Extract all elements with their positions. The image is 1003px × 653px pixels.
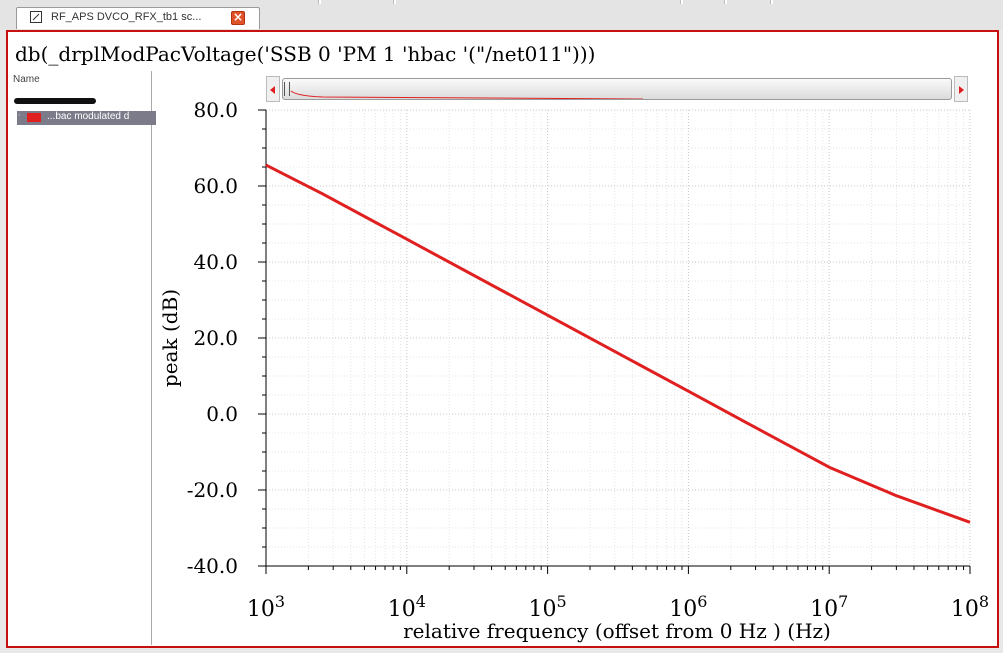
tab-label: RF_APS DVCO_RFX_tb1 sc... [51, 11, 202, 23]
x-tick-base: 10 [810, 597, 838, 622]
grid [265, 109, 971, 567]
x-tick-label: 104 [388, 592, 426, 622]
scroll-right-arrow-icon[interactable] [954, 76, 968, 102]
y-tick-label: 40.0 [193, 250, 238, 274]
y-tick-labels: 80.0 60.0 40.0 20.0 0.0 -20.0 -40.0 [187, 98, 238, 578]
redacted-label [14, 98, 96, 104]
x-tick-exponent: 3 [275, 592, 285, 611]
y-axis-label: peak (dB) [158, 289, 182, 387]
y-tick-label: 0.0 [206, 402, 238, 426]
y-tick-label: 80.0 [193, 98, 238, 122]
tab-bar-divider [724, 0, 727, 4]
series-group [265, 163, 971, 524]
x-tick-exponent: 7 [838, 592, 848, 611]
tab-bar: RF_APS DVCO_RFX_tb1 sc... × [0, 0, 1003, 30]
tab-bar-divider [318, 0, 321, 4]
graph-icon [30, 11, 42, 23]
x-axis-label: relative frequency (offset from 0 Hz ) (… [403, 619, 831, 643]
trace-panel-header: Name [9, 74, 151, 88]
x-tick-exponent: 8 [979, 592, 989, 611]
x-tick-exponent: 5 [557, 592, 567, 611]
x-tick-labels: 103 104 105 106 107 108 [247, 592, 989, 622]
close-icon[interactable]: × [231, 10, 245, 25]
y-tick-label: -20.0 [187, 478, 238, 502]
trace-label: ...bac modulated d [47, 111, 130, 122]
axes [258, 109, 971, 574]
y-tick-label: -40.0 [187, 554, 238, 578]
x-tick-label: 105 [529, 592, 567, 622]
x-tick-label: 106 [669, 592, 707, 622]
name-column-header: Name [13, 74, 40, 85]
x-tick-label: 107 [810, 592, 848, 622]
x-tick-base: 10 [529, 597, 557, 622]
x-tick-base: 10 [669, 597, 697, 622]
trace-panel: Name · ...bac modulated d [9, 71, 156, 645]
y-tick-label: 20.0 [193, 326, 238, 350]
trace-color-swatch [27, 113, 41, 122]
tab-bar-divider [393, 0, 396, 4]
x-tick-label: 108 [951, 592, 989, 622]
tree-connector: · [18, 111, 21, 121]
x-tick-base: 10 [247, 597, 275, 622]
overview-trace [290, 90, 644, 99]
x-tick-base: 10 [951, 597, 979, 622]
x-tick-exponent: 4 [416, 592, 426, 611]
tab-bar-divider [770, 0, 773, 4]
scrollbar-thumb[interactable] [282, 78, 967, 100]
series-line [265, 163, 971, 524]
trace-list-item[interactable]: · ...bac modulated d [17, 111, 156, 125]
graph-window-frame [6, 30, 999, 648]
horizontal-scrollbar[interactable] [266, 76, 968, 102]
x-tick-label: 103 [247, 592, 285, 622]
y-tick-label: 60.0 [193, 174, 238, 198]
expression-title: db(_drplModPacVoltage('SSB 0 'PM 1 'hbac… [15, 42, 596, 66]
x-tick-base: 10 [388, 597, 416, 622]
thumb-left-grip[interactable] [284, 82, 290, 96]
tab-bar-divider [680, 0, 683, 4]
x-tick-exponent: 6 [697, 592, 707, 611]
scroll-left-arrow-icon[interactable] [266, 76, 280, 102]
window-tab[interactable]: RF_APS DVCO_RFX_tb1 sc... × [16, 7, 260, 29]
